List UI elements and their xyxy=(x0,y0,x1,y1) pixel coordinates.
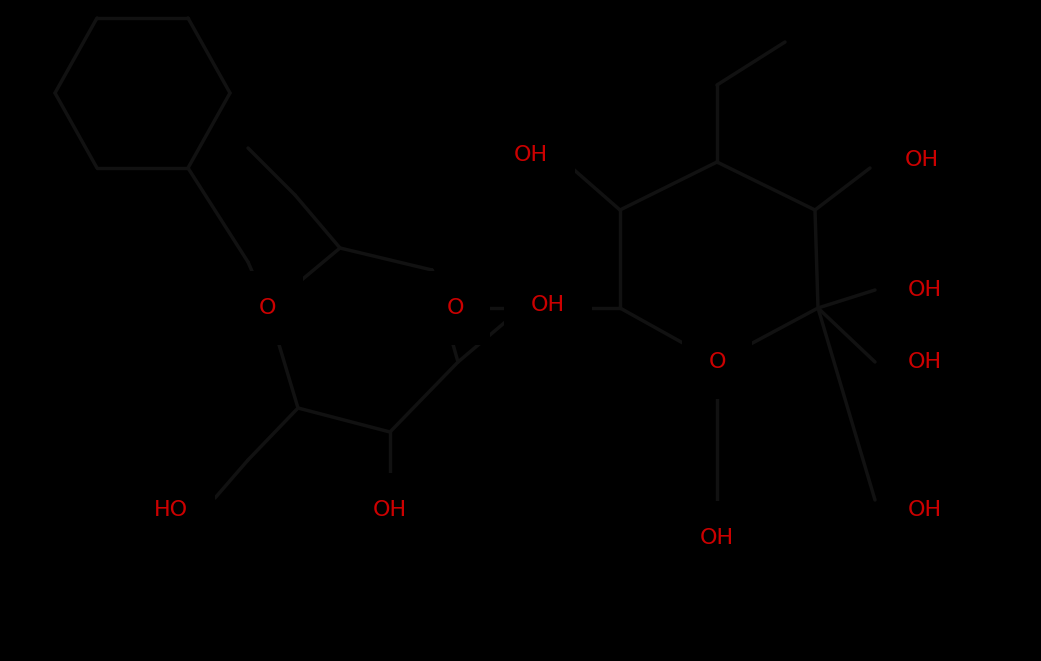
Text: O: O xyxy=(708,352,726,372)
Text: OH: OH xyxy=(908,500,942,520)
Text: OH: OH xyxy=(514,145,548,165)
Text: OH: OH xyxy=(531,295,565,315)
Text: OH: OH xyxy=(908,280,942,300)
Text: OH: OH xyxy=(700,528,734,548)
Text: OH: OH xyxy=(905,150,939,170)
Text: OH: OH xyxy=(373,500,407,520)
Text: O: O xyxy=(259,298,277,318)
Text: HO: HO xyxy=(154,500,188,520)
Text: OH: OH xyxy=(908,352,942,372)
Text: O: O xyxy=(447,298,463,318)
